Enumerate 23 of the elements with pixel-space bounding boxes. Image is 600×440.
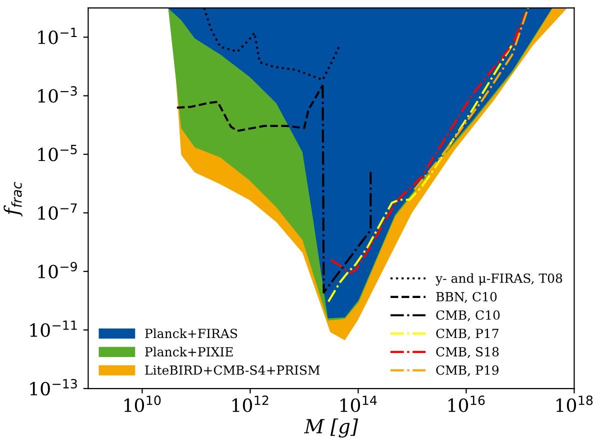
- legend-label: CMB, C10: [436, 310, 500, 322]
- x-tick-label: 10$^{14}$: [340, 396, 377, 412]
- legend-label: y- and μ-FIRAS, T08: [435, 273, 562, 286]
- y-tick-label: 10$^{−5}$: [38, 144, 77, 162]
- legend-label: CMB, P17: [436, 328, 498, 340]
- legend-label: Planck+FIRAS: [145, 328, 238, 338]
- legend-label: LiteBIRD+CMB-S4+PRISM: [145, 365, 320, 375]
- x-axis-title: M [g]: [304, 418, 358, 438]
- x-tick-label: 10$^{16}$: [448, 396, 485, 412]
- legend-label: Planck+PIXIE: [145, 346, 233, 356]
- y-axis-title: f$_{frac}$: [4, 182, 23, 217]
- y-tick-label: 10$^{−3}$: [38, 86, 77, 103]
- legend-label: BBN, C10: [436, 292, 497, 303]
- x-tick-label: 10$^{18}$: [556, 396, 593, 412]
- y-tick-label: 10$^{−1}$: [38, 28, 77, 44]
- x-tick-label: 10$^{12}$: [232, 396, 268, 412]
- y-tick-label: 10$^{−11}$: [30, 320, 77, 337]
- legend-label: CMB, S18: [436, 347, 499, 358]
- x-tick-label: 10$^{10}$: [124, 396, 161, 412]
- y-tick-label: 10$^{−13}$: [30, 378, 77, 396]
- legend-label: CMB, P19: [436, 365, 498, 376]
- y-tick-label: 10$^{−9}$: [38, 262, 77, 278]
- y-tick-label: 10$^{−7}$: [38, 203, 77, 220]
